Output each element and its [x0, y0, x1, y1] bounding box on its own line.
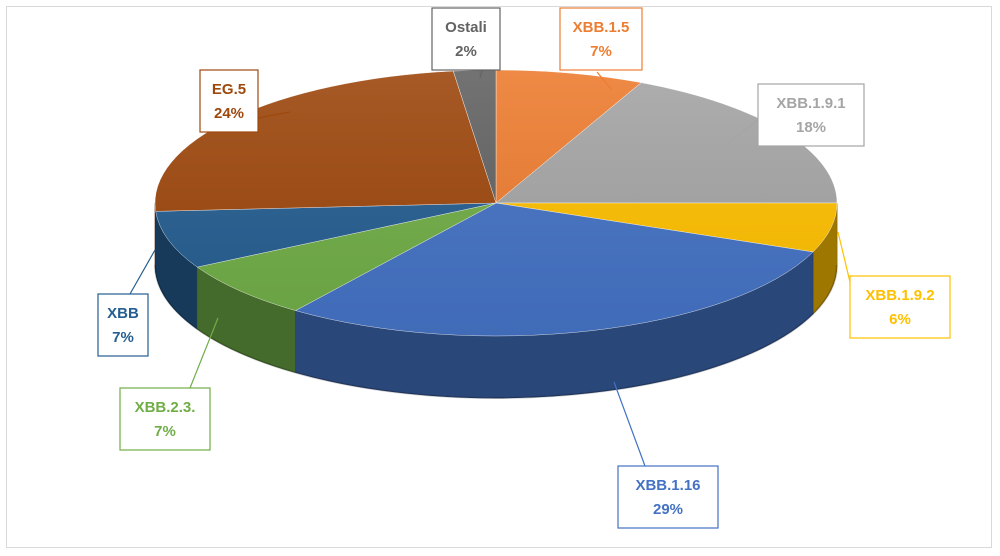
slice-percent-label: 29% [653, 501, 683, 518]
slice-percent-label: 7% [590, 43, 612, 60]
data-label-layer: XBB.1.5 7% XBB.1.9.1 18% XBB.1.9.2 6% XBB.1.16… [97, 7, 951, 529]
leader-line [837, 231, 851, 283]
data-label-eg-5: EG.5 24% [199, 69, 291, 133]
pie-bottom-rim [154, 264, 838, 399]
pie-top-sheen [155, 70, 837, 336]
slice-percent-label: 7% [112, 329, 134, 346]
data-label-xbb-1-9-2: XBB.1.9.2 6% [837, 231, 951, 339]
label-box [97, 293, 149, 357]
leader-line [721, 119, 759, 149]
slice-name-label: XBB.1.5 [573, 19, 630, 36]
label-box [617, 465, 719, 529]
slice-name-label: EG.5 [212, 81, 246, 98]
label-box [559, 7, 643, 71]
slice-percent-label: 18% [796, 119, 826, 136]
data-label-xbb-1-9-1: XBB.1.9.1 18% [721, 83, 865, 149]
slice-name-label: XBB.1.9.1 [776, 95, 845, 112]
slice-percent-label: 2% [455, 43, 477, 60]
label-box [757, 83, 865, 147]
leader-line [129, 249, 156, 295]
leader-line [613, 381, 646, 467]
data-label-xbb-1-5: XBB.1.5 7% [559, 7, 643, 91]
slice-name-label: XBB.1.9.2 [865, 287, 934, 304]
slice-name-label: XBB.1.16 [635, 477, 700, 494]
slice-name-label: XBB [107, 305, 139, 322]
label-box [431, 7, 501, 71]
data-label-xbb: XBB 7% [97, 249, 156, 357]
data-label-xbb-2-3: XBB.2.3. 7% [119, 317, 219, 451]
slice-name-label: XBB.2.3. [135, 399, 196, 416]
label-box [119, 387, 211, 451]
label-box [199, 69, 259, 133]
slice-percent-label: 24% [214, 105, 244, 122]
slice-name-label: Ostali [445, 19, 487, 36]
label-box [849, 275, 951, 339]
slice-percent-label: 7% [154, 423, 176, 440]
data-label-xbb-1-16: XBB.1.16 29% [613, 381, 719, 529]
leader-line [189, 317, 219, 389]
slice-percent-label: 6% [889, 311, 911, 328]
leader-line [479, 69, 483, 79]
leader-line [257, 111, 291, 119]
pie-top-layer [154, 69, 838, 337]
leader-line [596, 71, 613, 91]
data-label-ostali: Ostali 2% [431, 7, 501, 79]
